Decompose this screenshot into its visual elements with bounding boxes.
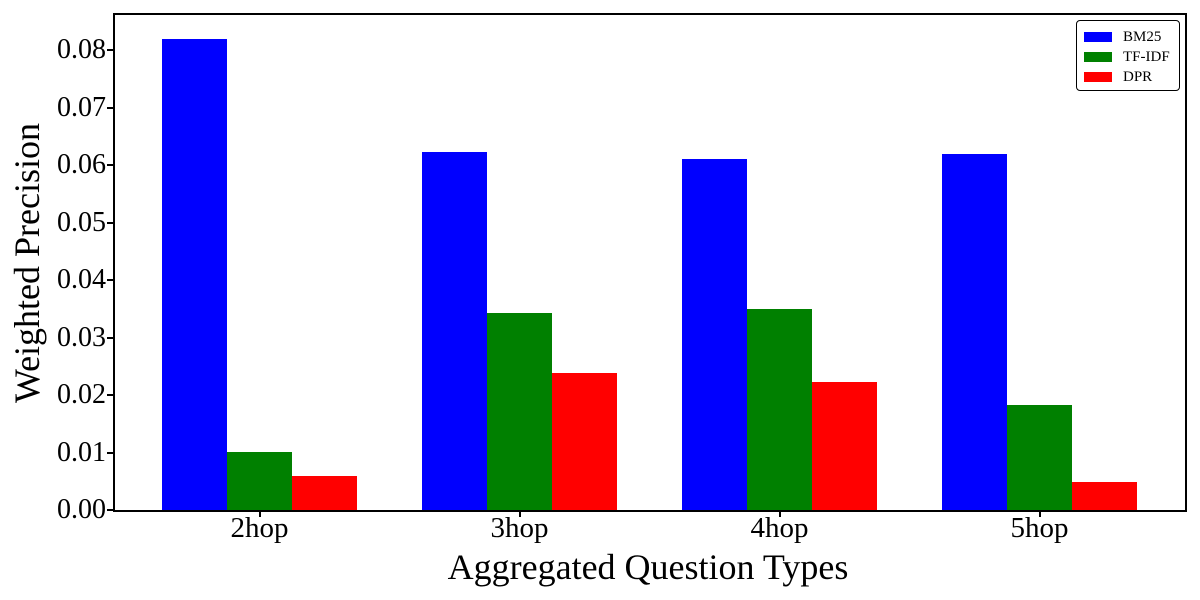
x-tick-label-3hop: 3hop: [490, 512, 549, 544]
x-axis-label: Aggregated Question Types: [447, 547, 849, 587]
y-axis-label: Weighted Precision: [7, 122, 47, 404]
legend-item-tf-idf: TF-IDF: [1084, 47, 1179, 67]
legend-item-bm25: BM25: [1084, 27, 1179, 47]
legend: BM25 TF-IDF DPR: [1076, 20, 1180, 91]
legend-swatch-tf-idf: [1084, 52, 1112, 62]
bar-tf-idf-4hop: [747, 309, 812, 510]
bar-bm25-3hop: [422, 151, 487, 510]
y-tick-mark: [107, 394, 115, 397]
legend-item-dpr: DPR: [1084, 67, 1179, 87]
legend-swatch-bm25: [1084, 32, 1112, 42]
y-tick-label: 0.01: [57, 436, 106, 468]
x-tick-mark: [1038, 510, 1041, 517]
bar-dpr-3hop: [552, 373, 617, 510]
y-tick-mark: [107, 336, 115, 339]
y-tick-label: 0.00: [57, 494, 106, 525]
bar-dpr-2hop: [292, 476, 357, 510]
y-tick-mark: [107, 221, 115, 224]
legend-label-tf-idf: TF-IDF: [1123, 49, 1170, 65]
bar-bm25-4hop: [682, 159, 747, 510]
plot-border: [113, 13, 1187, 512]
bar-tf-idf-2hop: [227, 451, 292, 510]
bar-dpr-5hop: [1072, 481, 1137, 510]
y-tick-mark: [107, 164, 115, 167]
y-tick-mark: [107, 509, 115, 511]
bar-bm25-2hop: [162, 38, 227, 510]
y-tick-label: 0.06: [57, 149, 106, 181]
bar-tf-idf-3hop: [487, 312, 552, 510]
x-tick-mark: [258, 510, 261, 517]
y-tick-mark: [107, 279, 115, 282]
bar-tf-idf-5hop: [1007, 404, 1072, 510]
legend-swatch-dpr: [1084, 72, 1112, 82]
bar-bm25-5hop: [942, 153, 1007, 510]
x-tick-mark: [778, 510, 781, 517]
y-tick-label: 0.07: [57, 91, 106, 123]
x-tick-mark: [518, 510, 521, 517]
x-tick-label-5hop: 5hop: [1010, 512, 1069, 544]
x-tick-label-2hop: 2hop: [230, 512, 289, 544]
bar-dpr-4hop: [812, 382, 877, 510]
legend-label-dpr: DPR: [1123, 69, 1153, 85]
legend-label-bm25: BM25: [1123, 29, 1162, 45]
x-tick-label-4hop: 4hop: [750, 512, 809, 544]
y-tick-label: 0.02: [57, 379, 106, 411]
y-tick-mark: [107, 49, 115, 52]
y-tick-label: 0.08: [57, 34, 106, 66]
y-tick-label: 0.03: [57, 321, 106, 353]
y-tick-mark: [107, 451, 115, 454]
y-tick-mark: [107, 106, 115, 109]
y-tick-label: 0.05: [57, 206, 106, 238]
y-tick-label: 0.04: [57, 264, 106, 296]
